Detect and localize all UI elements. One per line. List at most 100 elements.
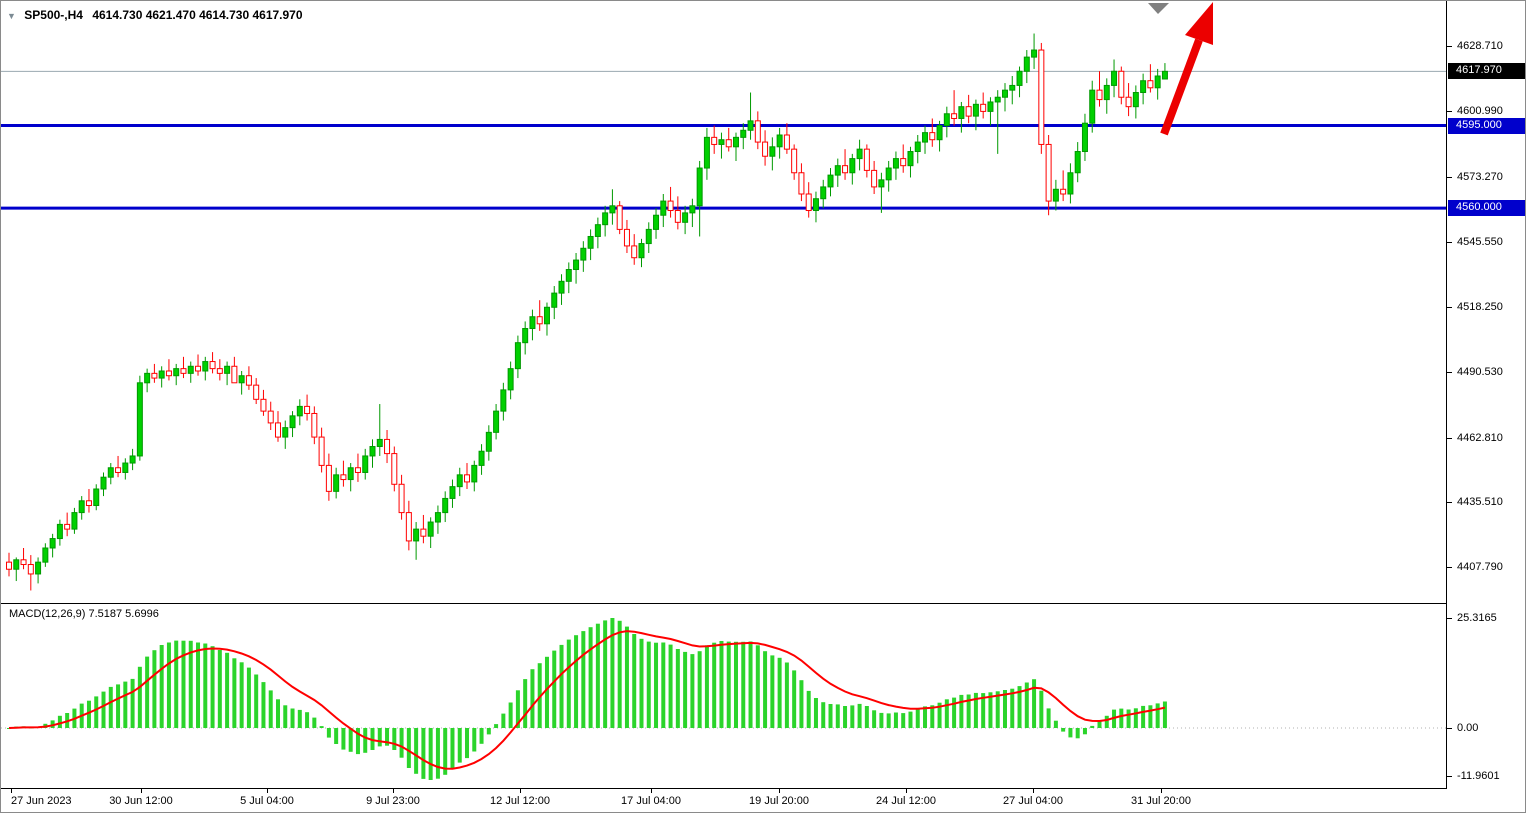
- macd-bar: [188, 640, 193, 728]
- price-chart-pane[interactable]: [1, 1, 1446, 603]
- macd-bar: [777, 657, 782, 728]
- time-axis-tick: [267, 789, 268, 793]
- bull-candle: [907, 151, 914, 167]
- macd-axis-tick: [1447, 618, 1452, 619]
- macd-bar: [770, 655, 775, 728]
- current-price-label: 4617.970: [1448, 63, 1525, 80]
- macd-bar: [675, 649, 680, 728]
- bull-candle: [282, 427, 289, 438]
- macd-bar: [355, 728, 360, 755]
- bear-candle: [274, 422, 281, 438]
- macd-indicator-pane[interactable]: [1, 604, 1446, 788]
- macd-bar: [116, 684, 121, 728]
- bull-candle: [122, 462, 129, 473]
- time-axis-label: 27 Jul 04:00: [1003, 795, 1063, 807]
- bear-candle: [631, 245, 638, 259]
- macd-bar: [915, 709, 920, 728]
- time-axis-label: 27 Jun 2023: [11, 795, 72, 807]
- price-axis-tick: [1447, 501, 1452, 503]
- bull-candle: [1067, 172, 1074, 195]
- macd-bar: [755, 645, 760, 728]
- bear-candle: [1118, 70, 1125, 98]
- bear-candle: [325, 464, 332, 492]
- bull-candle: [558, 280, 565, 294]
- bull-candle: [173, 368, 180, 377]
- macd-bar: [966, 694, 971, 728]
- bull-candle: [587, 235, 594, 249]
- bull-candle: [878, 179, 885, 188]
- macd-bar: [683, 651, 688, 728]
- macd-bar: [1032, 679, 1037, 728]
- level-price-label: 4560.000: [1448, 200, 1525, 217]
- bull-candle: [594, 224, 601, 237]
- macd-bar: [813, 698, 818, 728]
- bear-candle: [798, 172, 805, 195]
- macd-bar: [203, 643, 208, 728]
- macd-bar: [174, 640, 179, 728]
- macd-bar: [603, 620, 608, 728]
- macd-bar: [864, 706, 869, 728]
- bull-candle: [820, 186, 827, 200]
- macd-bar: [872, 710, 877, 728]
- time-axis-tick: [11, 789, 12, 793]
- macd-bar: [1010, 688, 1015, 728]
- trend-arrow-head[interactable]: [1185, 2, 1213, 45]
- symbol-period-label: SP500-,H4: [24, 8, 83, 22]
- time-axis[interactable]: 27 Jun 2023 30 Jun 12:00 5 Jul 04:00 9 Jul …: [1, 789, 1525, 812]
- bear-candle: [1045, 143, 1052, 202]
- macd-axis-tick: [1447, 776, 1452, 777]
- price-axis-label: 4435.510: [1457, 495, 1503, 508]
- bull-candle: [943, 113, 950, 127]
- time-axis-label: 9 Jul 23:00: [366, 795, 420, 807]
- macd-bar: [297, 709, 302, 728]
- macd-bar: [668, 644, 673, 728]
- macd-bar: [406, 728, 411, 768]
- macd-bar: [850, 705, 855, 728]
- bull-candle: [202, 361, 209, 372]
- trend-arrow-shaft[interactable]: [1160, 38, 1203, 136]
- price-axis-tick: [1447, 242, 1452, 244]
- bull-candle: [660, 200, 667, 216]
- macd-bar: [421, 728, 426, 779]
- macd-bar: [370, 728, 375, 750]
- macd-bar: [399, 728, 404, 758]
- macd-bar: [617, 620, 622, 728]
- bear-candle: [151, 372, 158, 379]
- macd-bar: [697, 651, 702, 728]
- bull-candle: [187, 365, 194, 374]
- macd-bar: [1002, 690, 1007, 728]
- macd-bar: [86, 700, 91, 728]
- macd-bar: [981, 693, 986, 728]
- bull-candle: [507, 368, 514, 391]
- price-axis-label: 4545.550: [1457, 236, 1503, 249]
- bull-candle: [1001, 89, 1008, 98]
- time-axis-tick: [520, 789, 521, 793]
- macd-bar: [1133, 708, 1138, 728]
- bull-candle: [645, 228, 652, 245]
- pane-separator[interactable]: [1, 603, 1525, 604]
- bull-candle: [638, 243, 645, 259]
- bear-candle: [1125, 96, 1132, 108]
- price-axis[interactable]: 4628.710 4600.990 4573.270 4545.550 4518.250…: [1446, 1, 1525, 789]
- macd-bar: [690, 654, 695, 728]
- bull-candle: [478, 450, 485, 466]
- macd-bar: [123, 681, 128, 728]
- bull-candle: [427, 521, 434, 537]
- macd-bar: [835, 704, 840, 728]
- bear-candle: [6, 561, 12, 570]
- price-axis-label: 4628.710: [1457, 40, 1503, 52]
- quick-trade-toggle-icon[interactable]: ▼: [7, 11, 16, 21]
- macd-axis-tick: [1447, 728, 1452, 729]
- macd-bar: [50, 720, 55, 728]
- macd-bar: [1097, 721, 1102, 728]
- price-axis-label: 4462.810: [1457, 431, 1503, 444]
- bear-candle: [754, 120, 761, 143]
- time-axis-label: 12 Jul 12:00: [490, 795, 550, 807]
- time-axis-tick: [906, 789, 907, 793]
- macd-bar: [94, 696, 99, 728]
- bull-candle: [107, 467, 114, 478]
- macd-bar: [559, 644, 564, 728]
- price-axis-tick: [1447, 437, 1452, 439]
- macd-bar: [719, 641, 724, 728]
- macd-axis-label: 25.3165: [1457, 612, 1497, 624]
